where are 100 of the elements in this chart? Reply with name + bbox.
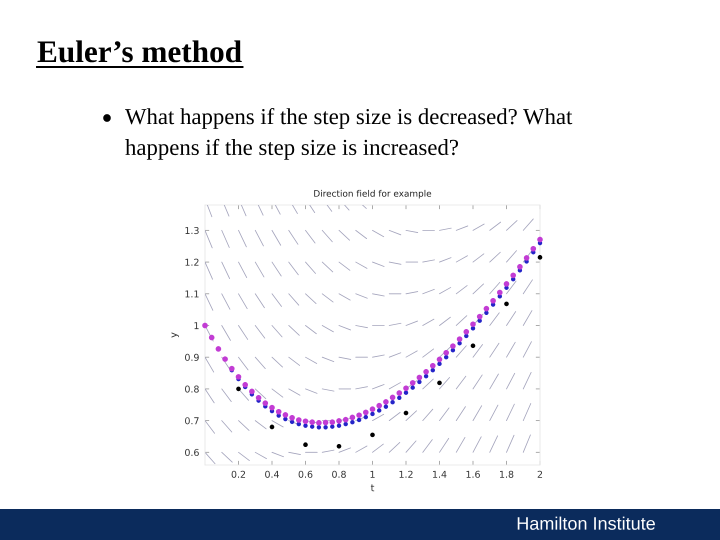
- point: [208, 334, 214, 340]
- point: [424, 374, 428, 378]
- point: [430, 368, 435, 372]
- x-tick-label: 1.2: [400, 470, 413, 478]
- point: [356, 412, 362, 418]
- y-tick-label: 0.9: [185, 354, 199, 361]
- x-tick-label: 0.2: [232, 470, 246, 478]
- point: [336, 423, 342, 428]
- point: [216, 346, 222, 352]
- point: [504, 302, 509, 306]
- point: [322, 420, 328, 426]
- point: [342, 416, 348, 422]
- point: [444, 355, 448, 360]
- point: [524, 255, 530, 261]
- point: [436, 356, 442, 362]
- point: [456, 336, 462, 342]
- x-tick-label: 1.8: [500, 470, 514, 478]
- point: [270, 424, 274, 430]
- point: [423, 369, 429, 375]
- y-tick-label: 1.2: [185, 258, 198, 266]
- point: [390, 400, 395, 404]
- y-tick-label: 1.3: [185, 226, 199, 234]
- y-tick-label: 0.8: [185, 385, 199, 393]
- point: [330, 424, 334, 429]
- point: [236, 374, 242, 380]
- y-tick-label: 1.1: [185, 290, 199, 298]
- point: [370, 406, 376, 412]
- point: [504, 281, 510, 287]
- y-tick-label: 0.6: [185, 448, 199, 456]
- point: [397, 396, 402, 400]
- point: [384, 404, 388, 409]
- point: [336, 418, 342, 424]
- point: [289, 414, 295, 421]
- point: [390, 394, 396, 400]
- point: [416, 374, 422, 380]
- point: [370, 432, 375, 438]
- point: [377, 408, 382, 413]
- point: [269, 404, 275, 410]
- point: [470, 343, 476, 348]
- point: [370, 412, 375, 416]
- point: [470, 321, 476, 327]
- point: [530, 246, 536, 252]
- point: [363, 410, 369, 416]
- point: [356, 418, 362, 422]
- y-axis-title: y: [172, 332, 179, 338]
- point: [310, 424, 314, 429]
- point: [336, 444, 342, 449]
- point: [303, 442, 308, 448]
- point: [344, 422, 348, 426]
- point: [538, 255, 542, 260]
- point: [256, 395, 262, 401]
- point: [417, 380, 422, 384]
- x-tick-label: 1: [370, 470, 375, 478]
- point: [296, 417, 302, 423]
- point: [330, 419, 336, 425]
- point: [302, 418, 308, 424]
- point: [364, 414, 368, 420]
- point: [309, 419, 315, 425]
- x-tick-label: 0.4: [265, 470, 279, 478]
- point: [323, 425, 328, 430]
- x-tick-label: 1.6: [466, 470, 480, 478]
- point: [296, 422, 301, 426]
- x-tick-label: 0.8: [332, 470, 346, 478]
- point: [262, 400, 268, 406]
- point: [282, 412, 288, 418]
- point: [497, 290, 503, 296]
- point: [202, 322, 208, 328]
- point: [404, 410, 408, 416]
- point: [249, 388, 255, 394]
- point: [350, 414, 356, 420]
- point: [376, 402, 382, 408]
- y-tick-label: 0.7: [185, 417, 199, 424]
- point: [316, 420, 322, 426]
- point: [517, 264, 523, 270]
- x-tick-label: 2: [538, 470, 542, 478]
- point: [229, 366, 235, 372]
- point: [450, 343, 456, 349]
- x-tick-label: 0.6: [298, 470, 312, 478]
- point: [478, 318, 482, 323]
- point: [443, 350, 449, 356]
- point: [510, 272, 516, 278]
- point: [350, 420, 355, 424]
- point: [276, 408, 282, 415]
- point: [490, 298, 496, 304]
- point: [222, 356, 228, 362]
- point: [537, 236, 543, 242]
- chart-subtitle: What happens if the step size is decreased? What happens if the step size is increased?: [125, 108, 572, 160]
- point: [484, 306, 490, 312]
- point: [410, 385, 415, 390]
- point: [383, 399, 389, 405]
- text: Direction field for example: [314, 190, 432, 199]
- point: [430, 362, 436, 369]
- text: Hamilton Institute: [518, 516, 655, 530]
- chart-title: Euler’s method: [38, 40, 242, 62]
- point: [242, 382, 248, 388]
- x-axis-title: t: [370, 484, 374, 492]
- point: [410, 380, 416, 386]
- point: [316, 425, 322, 430]
- point: [403, 385, 409, 392]
- point: [437, 362, 442, 366]
